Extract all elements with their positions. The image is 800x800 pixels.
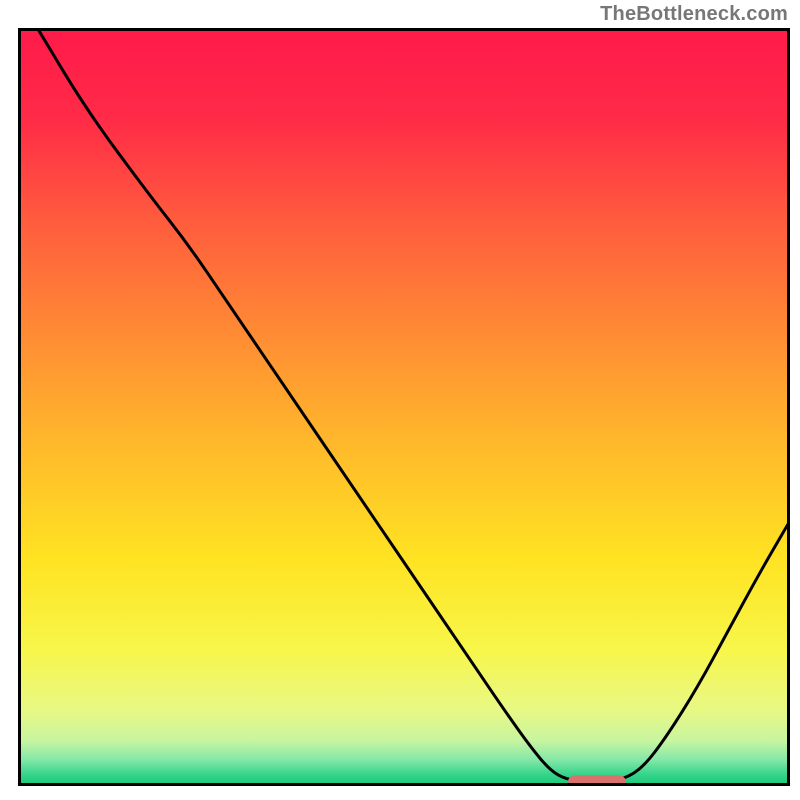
- chart-svg: [18, 28, 790, 786]
- bottleneck-chart: [18, 28, 790, 786]
- watermark-text: TheBottleneck.com: [600, 3, 788, 26]
- chart-background: [18, 28, 790, 786]
